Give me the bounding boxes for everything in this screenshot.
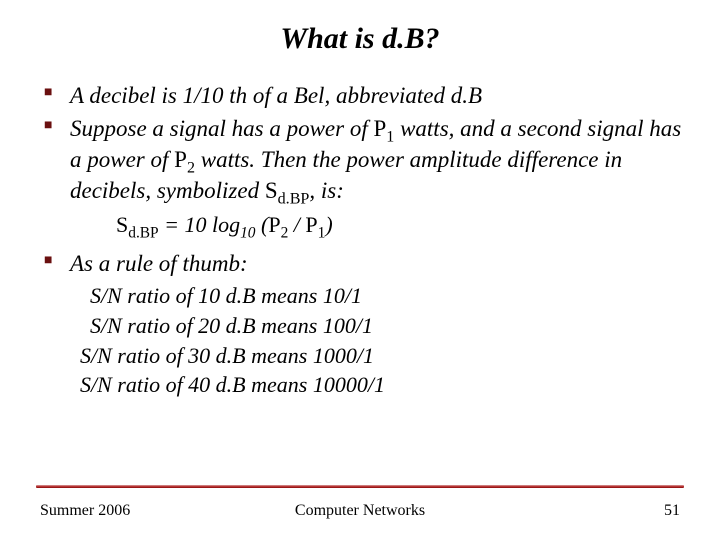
f-S-sub: d.BP	[128, 225, 158, 242]
footer-center: Computer Networks	[40, 502, 680, 520]
thumb-r2: S/N ratio of 20 d.B means 100/1	[90, 311, 684, 341]
b2-p1: P	[373, 116, 386, 141]
f-S: S	[116, 212, 128, 237]
b2-lead: Suppose a signal has a power of	[70, 116, 373, 141]
f-log-sub: 10	[240, 225, 255, 242]
bullet-list: A decibel is 1/10 th of a Bel, abbreviat…	[44, 80, 684, 206]
b2-tail: , is:	[309, 178, 344, 203]
f-P2: P	[268, 212, 280, 237]
bullet-list-2: As a rule of thumb:	[44, 248, 684, 279]
f-open: (	[255, 212, 268, 237]
formula: Sd.BP = 10 log10 (P2 / P1)	[116, 212, 684, 238]
separator-line	[36, 485, 684, 488]
slide: What is d.B? A decibel is 1/10 th of a B…	[0, 0, 720, 540]
b2-s-sub: d.BP	[278, 191, 310, 208]
f-close: )	[325, 212, 332, 237]
f-eq: = 10 log	[159, 212, 240, 237]
b2-p2-sub: 2	[187, 160, 195, 177]
thumb-r1: S/N ratio of 10 d.B means 10/1	[90, 281, 684, 311]
f-slash: /	[288, 212, 305, 237]
bullet-3: As a rule of thumb:	[44, 248, 684, 279]
f-P1: P	[305, 212, 317, 237]
thumb-r4: S/N ratio of 40 d.B means 10000/1	[80, 370, 684, 400]
bullet-3-text: As a rule of thumb:	[70, 251, 248, 276]
bullet-2: Suppose a signal has a power of P1 watts…	[44, 113, 684, 206]
slide-title: What is d.B?	[36, 22, 684, 56]
thumb-r3: S/N ratio of 30 d.B means 1000/1	[80, 341, 684, 371]
bullet-1: A decibel is 1/10 th of a Bel, abbreviat…	[44, 80, 684, 111]
b2-p2: P	[174, 147, 187, 172]
bullet-1-text: A decibel is 1/10 th of a Bel, abbreviat…	[70, 83, 482, 108]
footer: Summer 2006 Computer Networks 51	[40, 502, 680, 520]
b2-s: S	[265, 178, 278, 203]
